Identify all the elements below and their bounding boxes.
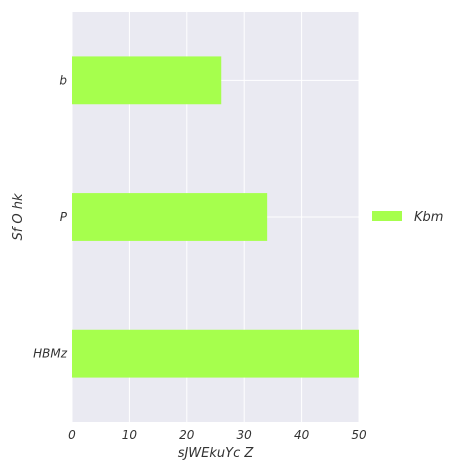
y-tick-label: HBMz: [33, 347, 68, 361]
y-axis-title: Sf O hk: [11, 193, 26, 241]
y-tick-label: P: [60, 210, 68, 224]
x-tick-label: 50: [351, 428, 367, 442]
legend: Kbm: [372, 210, 443, 225]
y-tick-label: b: [59, 73, 67, 87]
bar-b: [72, 56, 222, 105]
bar-hbmz: [72, 329, 359, 378]
x-tick-label: 0: [68, 428, 76, 442]
legend-swatch-kbm: [372, 211, 402, 221]
x-axis-title: sJWEkuYc Z: [178, 446, 255, 461]
legend-label-kbm: Kbm: [414, 210, 443, 225]
bars: [72, 56, 359, 378]
x-tick-label: 20: [179, 428, 195, 442]
x-tick-labels: 0 10 20 30 40 50: [68, 428, 367, 442]
y-tick-labels: b P HBMz: [33, 73, 68, 360]
x-tick-label: 40: [294, 428, 310, 442]
x-tick-label: 30: [237, 428, 253, 442]
x-tick-label: 10: [122, 428, 138, 442]
bar-p: [72, 193, 268, 241]
